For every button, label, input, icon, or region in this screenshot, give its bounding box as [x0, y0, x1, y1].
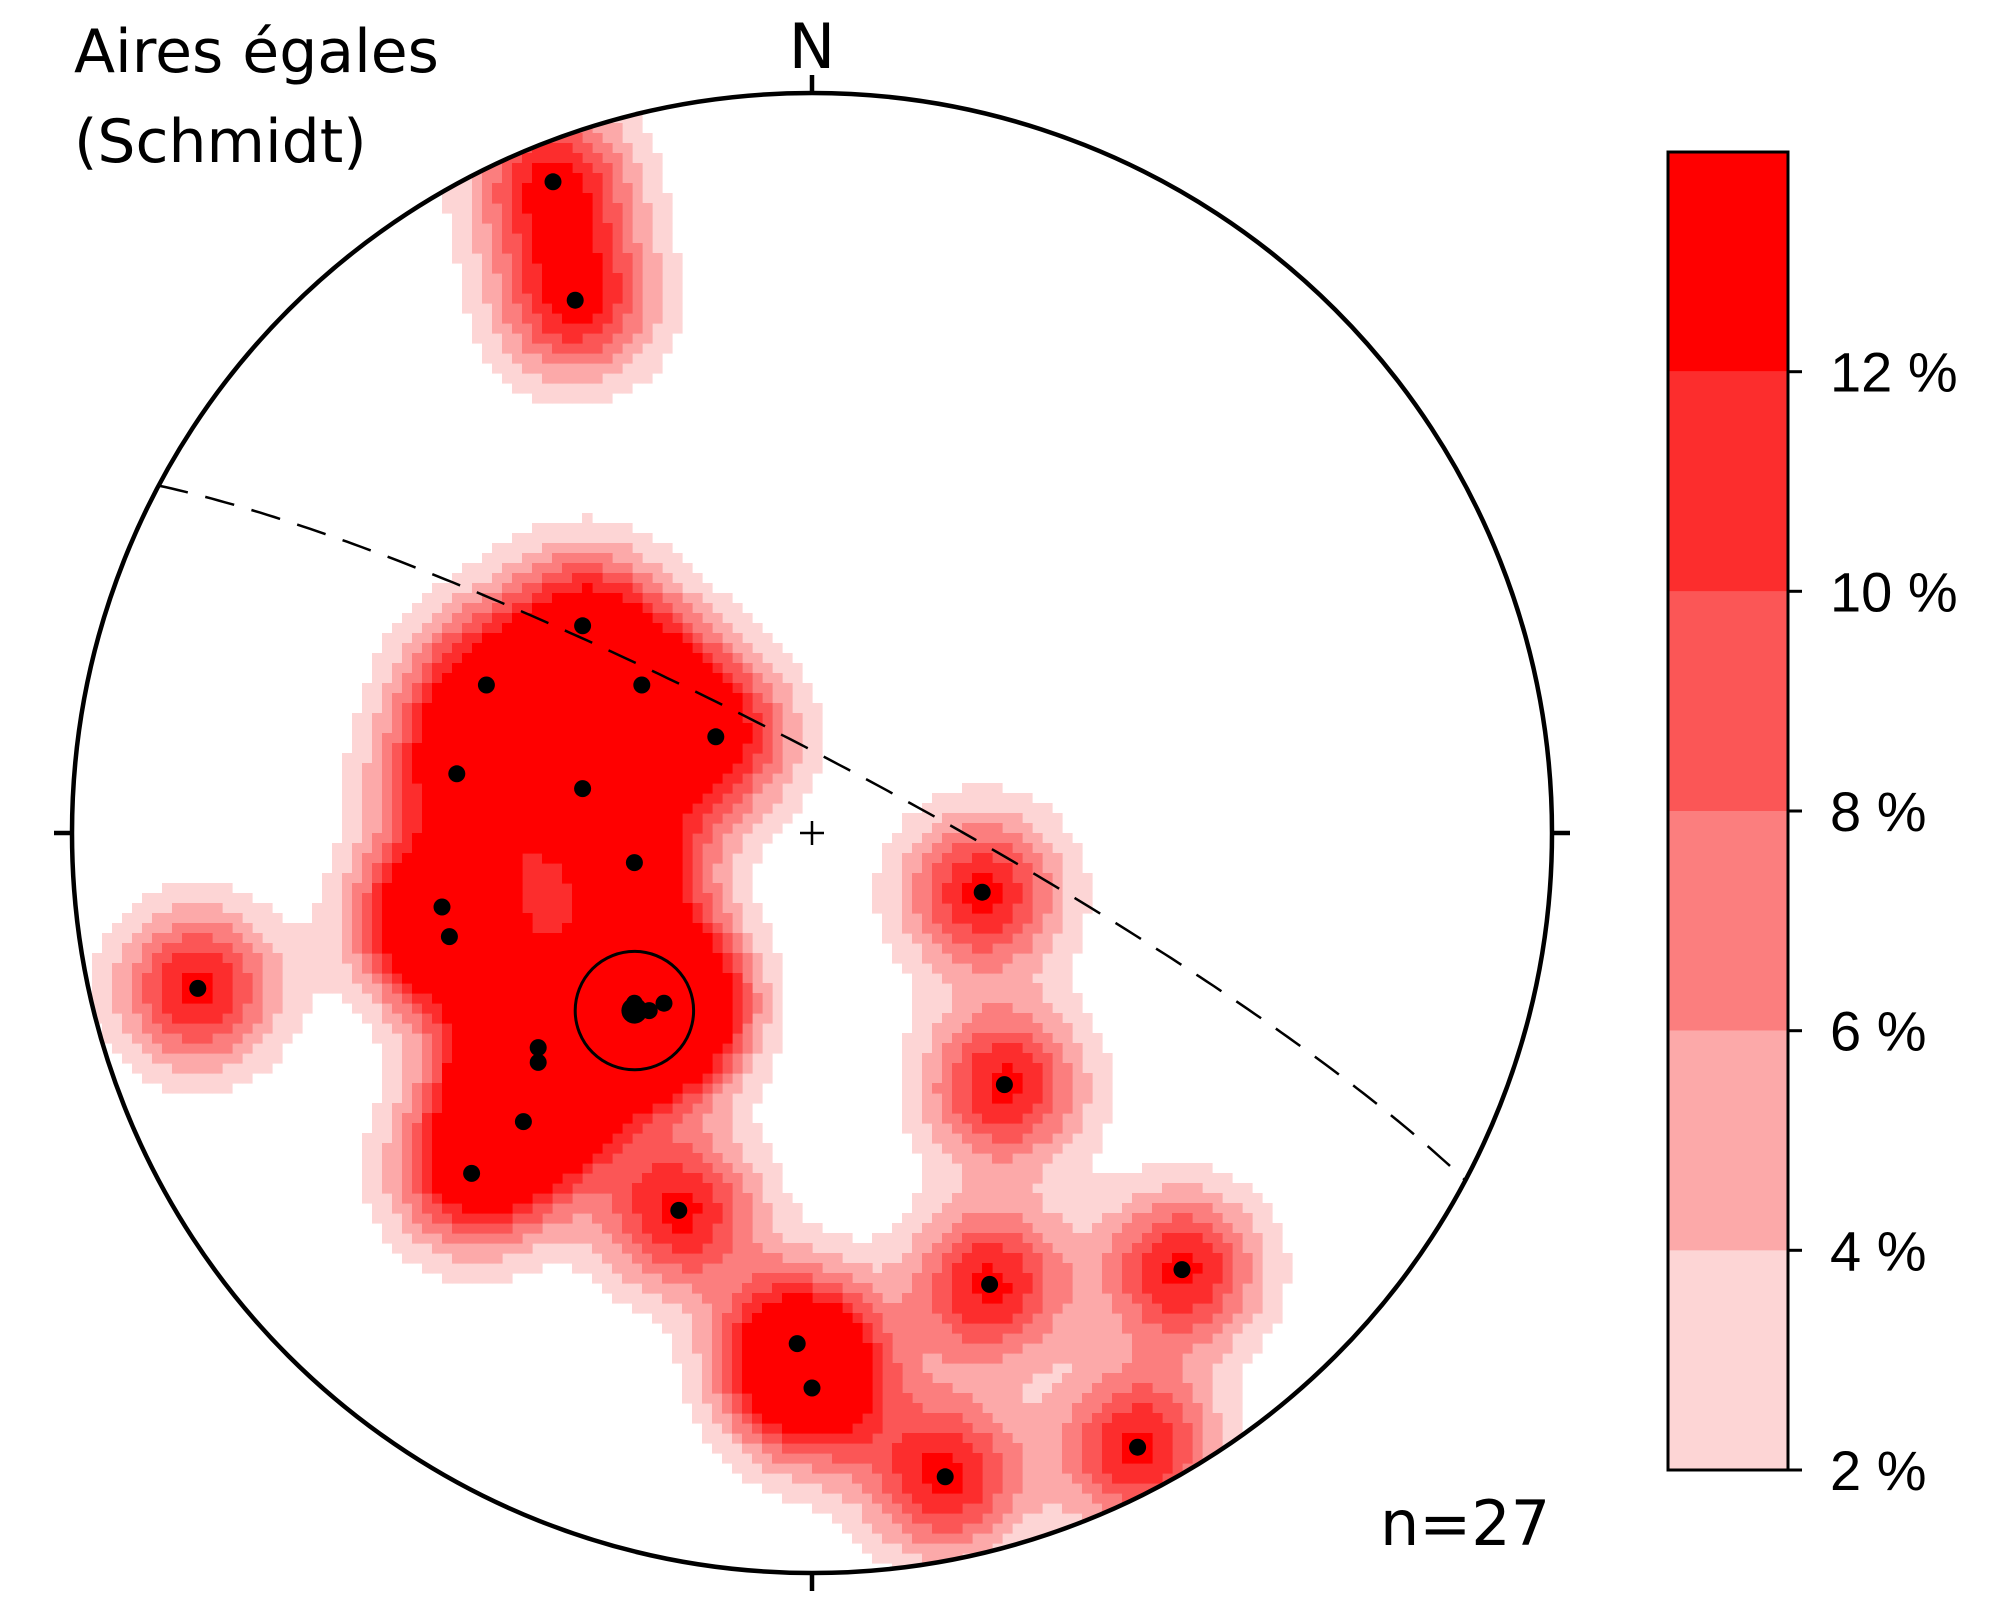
- density-contours: [92, 113, 1293, 1573]
- colorbar-segment-12: [1668, 152, 1788, 372]
- mean-vector-point: [621, 997, 648, 1024]
- data-point-4: [477, 676, 495, 694]
- colorbar-segment-10: [1668, 371, 1788, 592]
- colorbar-segment-6: [1668, 811, 1788, 1031]
- colorbar-tick-label-8: 8 %: [1830, 780, 1927, 843]
- chart-title-line1: Aires égales: [74, 17, 439, 87]
- data-point-6: [707, 728, 725, 746]
- data-point-3: [574, 617, 592, 635]
- data-point-20: [670, 1201, 688, 1219]
- data-point-12: [189, 979, 207, 997]
- data-point-23: [981, 1275, 999, 1293]
- mean-vector-circle: [573, 949, 696, 1072]
- colorbar-segment-8: [1668, 591, 1788, 811]
- data-point-26: [803, 1379, 821, 1397]
- data-point-17: [529, 1053, 547, 1071]
- colorbar-tick-label-2: 2 %: [1830, 1439, 1927, 1502]
- data-point-2: [566, 291, 584, 309]
- data-point-8: [574, 780, 592, 798]
- density-level-8: [142, 133, 1233, 1534]
- colorbar-tick-label-10: 10 %: [1830, 560, 1958, 623]
- colorbar-segment-2: [1668, 1250, 1788, 1470]
- data-point-18: [514, 1113, 532, 1131]
- density-level-2: [92, 113, 1293, 1573]
- density-level-4: [112, 113, 1263, 1564]
- sample-count-label: n=27: [1380, 1487, 1550, 1560]
- data-point-9: [625, 854, 643, 872]
- data-point-16: [529, 1039, 547, 1057]
- data-point-21: [973, 883, 991, 901]
- data-point-1: [544, 173, 562, 191]
- great-circle-dashed: [158, 484, 1467, 1182]
- north-label: N: [789, 10, 835, 83]
- colorbar-tick-label-4: 4 %: [1830, 1219, 1927, 1282]
- chart-title-line2: (Schmidt): [74, 107, 367, 177]
- data-point-5: [633, 676, 651, 694]
- colorbar-tick-label-6: 6 %: [1830, 1000, 1927, 1063]
- data-point-25: [788, 1335, 806, 1353]
- data-point-24: [1173, 1261, 1191, 1279]
- colorbar: 2 % 4 % 6 % 8 % 10 % 12 %: [1666, 150, 1958, 1502]
- data-point-28: [1129, 1438, 1147, 1456]
- data-point-11: [440, 928, 458, 946]
- density-level-12: [182, 163, 1203, 1494]
- data-point-10: [433, 898, 451, 916]
- colorbar-tick-label-12: 12 %: [1830, 341, 1958, 404]
- data-points: [189, 173, 1191, 1486]
- density-level-10: [162, 143, 1223, 1514]
- data-point-7: [448, 765, 466, 783]
- data-point-15: [655, 994, 673, 1012]
- data-point-19: [463, 1164, 481, 1182]
- colorbar-segment-4: [1668, 1030, 1788, 1251]
- data-point-27: [936, 1468, 954, 1486]
- data-point-22: [995, 1076, 1013, 1094]
